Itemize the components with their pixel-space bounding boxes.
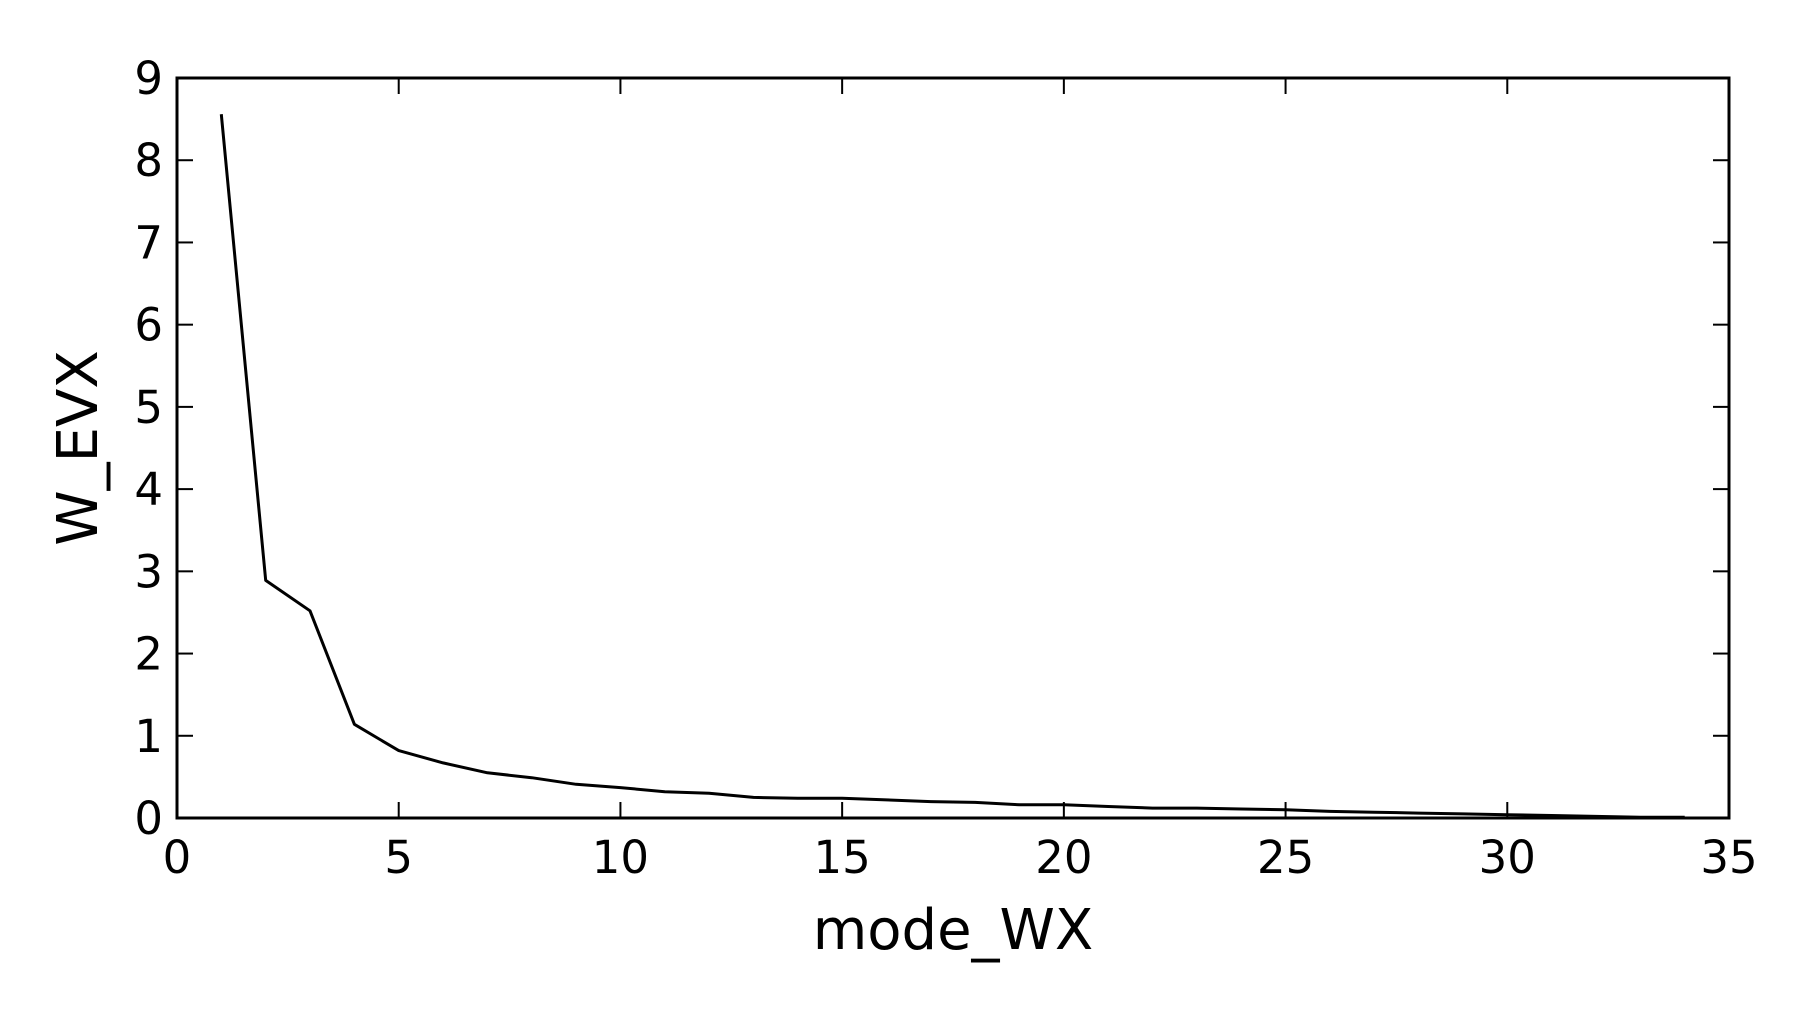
y-axis-ticks: 0 1 2 3 4 5 6 7 8 9 — [134, 52, 1729, 845]
y-tick-label: 8 — [134, 134, 163, 187]
x-tick-label: 25 — [1257, 831, 1314, 884]
x-tick-label: 35 — [1700, 831, 1757, 884]
y-tick-label: 9 — [134, 52, 163, 105]
y-tick-label: 5 — [134, 381, 163, 434]
y-tick-label: 3 — [134, 545, 163, 598]
y-tick-label: 6 — [134, 299, 163, 352]
y-tick-label: 7 — [134, 216, 163, 269]
x-tick-label: 10 — [592, 831, 649, 884]
y-tick-label: 0 — [134, 792, 163, 845]
series-group — [219, 114, 1685, 819]
x-tick-label: 0 — [163, 831, 192, 884]
x-tick-label: 5 — [384, 831, 413, 884]
x-tick-label: 20 — [1035, 831, 1092, 884]
y-tick-label: 4 — [134, 463, 163, 516]
x-axis-ticks: 0 5 10 15 20 25 30 35 — [163, 78, 1758, 884]
y-tick-label: 1 — [134, 710, 163, 763]
x-tick-label: 15 — [814, 831, 871, 884]
y-axis-label: W_EVX — [46, 350, 111, 545]
y-tick-label: 2 — [134, 628, 163, 681]
plot-frame — [175, 76, 1731, 820]
x-axis-label: mode_WX — [813, 898, 1094, 963]
series-line — [219, 114, 1685, 819]
x-tick-label: 30 — [1479, 831, 1536, 884]
